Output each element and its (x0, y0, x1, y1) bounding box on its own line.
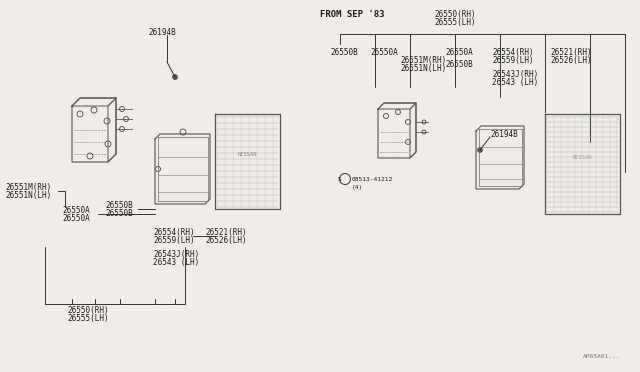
Text: 26550B: 26550B (105, 201, 132, 209)
Text: 26550B: 26550B (105, 208, 132, 218)
Text: 26550A: 26550A (62, 205, 90, 215)
Text: 26551N(LH): 26551N(LH) (400, 64, 446, 73)
Text: 26559(LH): 26559(LH) (492, 55, 534, 64)
Text: 26555(LH): 26555(LH) (67, 314, 109, 323)
Text: 26555(LH): 26555(LH) (434, 17, 476, 26)
Text: 26543J(RH): 26543J(RH) (492, 70, 538, 78)
Text: NISSAN: NISSAN (572, 155, 592, 160)
Circle shape (477, 148, 483, 153)
Text: 26551M(RH): 26551M(RH) (5, 183, 51, 192)
Text: 26521(RH): 26521(RH) (550, 48, 591, 57)
Text: 26521(RH): 26521(RH) (205, 228, 246, 237)
Text: 26526(LH): 26526(LH) (205, 235, 246, 244)
Text: 26550(RH): 26550(RH) (67, 305, 109, 314)
Text: FROM SEP '83: FROM SEP '83 (320, 10, 385, 19)
Text: 26550B: 26550B (445, 60, 473, 68)
Text: 26550B: 26550B (330, 48, 358, 57)
Circle shape (173, 74, 177, 80)
Text: (4): (4) (352, 185, 364, 189)
Text: 26543 (LH): 26543 (LH) (492, 77, 538, 87)
Text: 26559(LH): 26559(LH) (153, 235, 195, 244)
Text: 26551M(RH): 26551M(RH) (400, 55, 446, 64)
Text: 26554(RH): 26554(RH) (492, 48, 534, 57)
Text: 26194B: 26194B (490, 129, 518, 138)
Text: 26550A: 26550A (370, 48, 397, 57)
Text: 26526(LH): 26526(LH) (550, 55, 591, 64)
Text: 26550A: 26550A (62, 214, 90, 222)
Text: 26550(RH): 26550(RH) (434, 10, 476, 19)
Text: 26554(RH): 26554(RH) (153, 228, 195, 237)
Text: 26543J(RH): 26543J(RH) (153, 250, 199, 259)
Text: NISSAN: NISSAN (237, 151, 257, 157)
Text: 26550A: 26550A (445, 48, 473, 57)
Text: 26551N(LH): 26551N(LH) (5, 190, 51, 199)
Text: S: S (338, 176, 342, 182)
Text: 26543 (LH): 26543 (LH) (153, 257, 199, 266)
Text: 26194B: 26194B (148, 28, 176, 36)
Text: AP65A01...: AP65A01... (582, 355, 620, 359)
Text: 08513-41212: 08513-41212 (352, 176, 393, 182)
